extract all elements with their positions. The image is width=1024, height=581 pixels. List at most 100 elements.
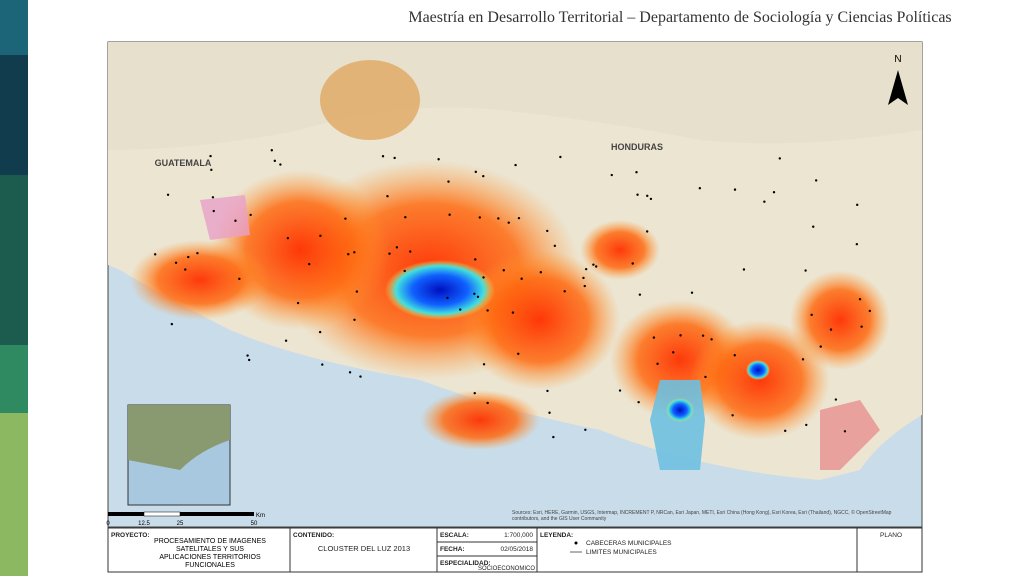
scale-unit: Km	[256, 513, 265, 519]
municipal-seat	[246, 354, 249, 357]
side-band	[0, 0, 28, 55]
municipal-seat	[209, 154, 212, 158]
municipal-seat	[448, 213, 451, 216]
municipal-seat	[247, 358, 251, 362]
municipal-seat	[476, 295, 480, 299]
municipal-seat	[279, 163, 282, 166]
legend-dot	[574, 541, 578, 545]
municipal-seat	[733, 188, 737, 191]
municipal-seat	[355, 290, 359, 293]
municipal-seat	[447, 180, 450, 183]
municipal-seat	[270, 149, 273, 152]
municipal-seat	[318, 330, 322, 334]
municipal-seat	[486, 309, 489, 312]
municipal-seat	[403, 269, 406, 273]
side-band	[0, 55, 28, 175]
municipal-seat	[704, 375, 707, 379]
title-block-frame	[107, 527, 923, 573]
municipal-seat	[559, 155, 562, 159]
heat-zone	[130, 240, 270, 320]
municipal-seat	[393, 156, 396, 160]
zone-blue	[650, 380, 705, 470]
municipal-seat	[353, 318, 356, 321]
scale-segment	[180, 512, 254, 516]
municipal-seat	[649, 197, 653, 201]
block-label: LEYENDA:	[540, 532, 573, 539]
municipal-seat	[437, 158, 440, 161]
municipal-seat	[656, 362, 659, 365]
municipal-seat	[166, 193, 170, 196]
heat-zone	[320, 60, 420, 140]
municipal-seat	[474, 258, 477, 261]
title-block: PROYECTO: PROCESAMIENTO DE IMÁGENES SATE…	[107, 527, 923, 573]
block-label: PROYECTO:	[111, 532, 150, 539]
municipal-seat	[584, 428, 587, 431]
municipal-seat	[637, 400, 640, 404]
municipal-seat	[858, 297, 862, 301]
legend-item: LIMITES MUNICIPALES	[586, 549, 657, 556]
municipal-seat	[594, 265, 598, 268]
municipal-seat	[563, 290, 566, 293]
side-band	[0, 413, 28, 576]
date-text: 02/05/2018	[500, 546, 533, 553]
municipal-seat	[783, 429, 787, 433]
municipal-seat	[511, 311, 515, 314]
scale-segment	[143, 511, 181, 517]
municipal-seat	[153, 253, 157, 256]
municipal-seat	[319, 234, 322, 238]
municipal-seat	[860, 325, 863, 328]
municipal-seat	[187, 255, 190, 259]
scale-segment	[108, 512, 144, 516]
municipal-seat	[804, 269, 807, 272]
block-label: FECHA:	[440, 546, 465, 553]
municipal-seat	[742, 268, 746, 271]
municipal-seat	[582, 276, 585, 280]
municipal-seat	[174, 261, 178, 265]
heat-zone	[790, 270, 890, 370]
specialty-text: SOCIOECONOMICO	[478, 566, 535, 572]
municipal-seat	[478, 216, 481, 219]
municipal-seat	[710, 338, 713, 341]
attribution: Sources: Esri, HERE, Garmin, USGS, Inter…	[512, 510, 892, 522]
municipal-seat	[546, 389, 549, 393]
municipal-seat	[234, 219, 237, 222]
municipal-seat	[514, 163, 517, 167]
municipal-seat	[810, 313, 813, 317]
municipal-seat	[520, 277, 523, 280]
municipal-seat	[631, 262, 634, 265]
municipal-seat	[409, 250, 412, 253]
north-arrow	[888, 70, 908, 105]
project-text: PROCESAMIENTO DE IMÁGENES SATELITALES Y …	[154, 538, 266, 569]
zone-pink	[200, 195, 250, 240]
north-label: N	[894, 54, 901, 65]
municipal-seat	[308, 262, 311, 266]
project-box: PROCESAMIENTO DE IMÁGENES SATELITALES Y …	[154, 538, 266, 569]
municipal-seat	[701, 334, 705, 337]
municipal-seat	[388, 252, 391, 255]
municipal-seat	[645, 230, 649, 233]
municipal-seat	[772, 191, 776, 194]
municipal-seat	[284, 339, 288, 342]
zone-pink	[820, 400, 880, 470]
heat-core	[666, 398, 694, 422]
municipal-seat	[473, 292, 476, 295]
municipal-seat	[548, 411, 551, 414]
municipal-seat	[801, 358, 805, 361]
municipal-seat	[502, 269, 505, 272]
heat-zone	[580, 220, 660, 280]
municipal-seat	[184, 268, 187, 271]
municipal-seat	[636, 193, 639, 196]
country-label: GUATEMALA	[155, 158, 212, 168]
content-text: CLOUSTER DEL LUZ 2013	[318, 544, 410, 553]
municipal-seat	[812, 225, 815, 228]
municipal-seat	[646, 194, 649, 198]
municipal-seats	[153, 149, 872, 439]
municipal-seat	[733, 354, 736, 357]
scale-label: 12.5	[138, 521, 150, 527]
municipal-seat	[731, 414, 734, 417]
municipal-seat	[856, 203, 859, 207]
municipal-seat	[507, 221, 510, 224]
municipal-seat	[249, 213, 252, 217]
heat-zone	[690, 320, 830, 440]
